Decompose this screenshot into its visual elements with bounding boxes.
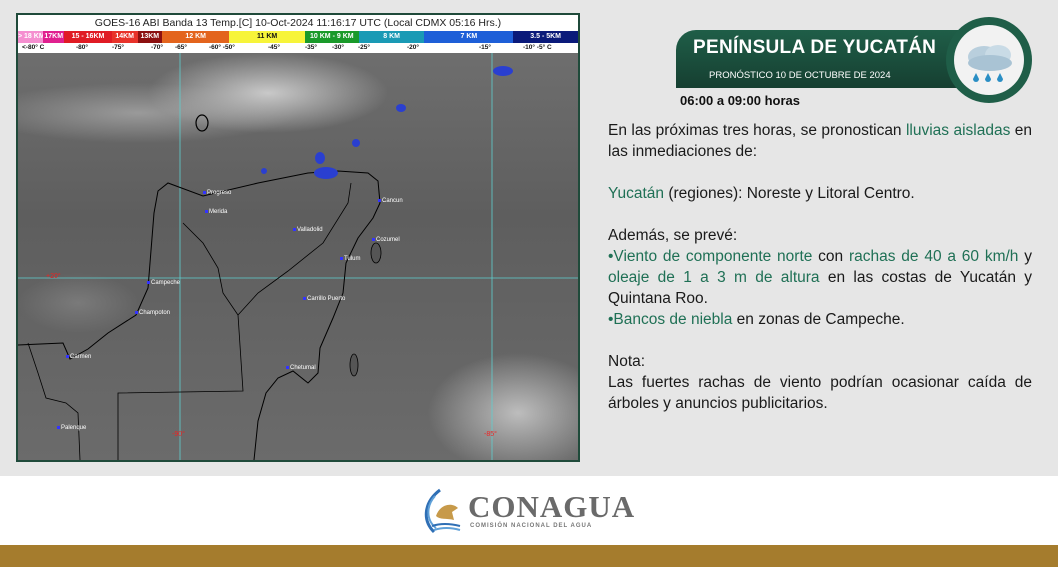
temperature-tick: -30° <box>332 44 344 51</box>
forecast-hours: 06:00 a 09:00 horas <box>680 93 800 108</box>
scale-segment: 7 KM <box>424 31 514 43</box>
highlight: oleaje de 1 a 3 m de altura <box>608 269 820 286</box>
scale-segment: 3.5 - 5KM <box>513 31 578 43</box>
forecast-date: PRONÓSTICO 10 DE OCTUBRE DE 2024 <box>709 70 891 81</box>
scale-segment: 14KM <box>111 31 138 43</box>
scale-segment: > 18 KM <box>18 31 44 43</box>
temperature-tick: -60° -50° <box>209 44 235 51</box>
city-label: Merida <box>205 209 227 215</box>
altitude-scale: > 18 KM 17KM 15 - 16KM 14KM 13KM 12 KM 11 KM 10… <box>18 31 578 43</box>
scale-segment: 11 KM <box>229 31 305 43</box>
note-label: Nota: <box>608 353 646 370</box>
scale-segment: 15 - 16KM <box>64 31 112 43</box>
temperature-tick: -20° <box>407 44 419 51</box>
footer-bar <box>0 545 1058 567</box>
latitude-label: +20° <box>46 273 61 280</box>
city-label: Cancun <box>378 198 403 204</box>
conagua-logo: CONAGUA COMISIÓN NACIONAL DEL AGUA <box>418 486 634 541</box>
temperature-tick: -45° <box>268 44 280 51</box>
temperature-tick: -80° <box>76 44 88 51</box>
note-text: Las fuertes rachas de viento podrían oca… <box>608 374 1032 412</box>
highlight: Yucatán <box>608 185 665 202</box>
text: (regiones): Noreste y Litoral Centro. <box>664 185 915 202</box>
scale-segment: 8 KM <box>358 31 425 43</box>
coastline-overlay <box>18 53 578 460</box>
temperature-scale: <-80° C -80° -75° -70° -65° -60° -50° -45° -35°… <box>18 43 578 53</box>
city-label: Tulum <box>340 256 360 262</box>
city-label: Campeche <box>147 280 180 286</box>
logo-subtitle: COMISIÓN NACIONAL DEL AGUA <box>470 523 593 529</box>
longitude-label: -90° <box>172 431 185 438</box>
footer <box>0 476 1058 545</box>
city-label: Progreso <box>203 190 231 196</box>
highlight: •Viento de componente norte <box>608 248 813 265</box>
city-label: Champoton <box>135 310 170 316</box>
forecast-text: En las próximas tres horas, se pronostic… <box>608 120 1032 414</box>
temperature-tick: -75° <box>112 44 124 51</box>
longitude-label: -85° <box>484 431 497 438</box>
city-label: Valladolid <box>293 227 323 233</box>
temperature-tick: -15° <box>479 44 491 51</box>
cloud-rain-icon <box>968 45 1012 82</box>
region-banner: PENÍNSULA DE YUCATÁN PRONÓSTICO 10 DE OC… <box>676 30 976 88</box>
temperature-tick: -65° <box>175 44 187 51</box>
temperature-tick: -35° <box>305 44 317 51</box>
region-title: PENÍNSULA DE YUCATÁN <box>693 37 937 58</box>
text: En las próximas tres horas, se pronostic… <box>608 122 906 139</box>
city-label: Chetumal <box>286 365 316 371</box>
highlight: •Bancos de niebla <box>608 311 733 328</box>
scale-segment: 12 KM <box>161 31 230 43</box>
highlight: lluvias aisladas <box>905 122 1011 139</box>
satellite-image: Progreso Merida Valladolid Cancun Cozume… <box>18 53 578 460</box>
scale-segment: 10 KM - 9 KM <box>304 31 359 43</box>
logo-name: CONAGUA <box>468 489 636 524</box>
text: en las costas de Yucatán y Quintana Roo. <box>608 269 1032 307</box>
weather-badge <box>946 17 1032 103</box>
map-title: GOES-16 ABI Banda 13 Temp.[C] 10-Oct-202… <box>18 15 578 31</box>
scale-segment: 13KM <box>137 31 162 43</box>
city-label: Cozumel <box>372 237 400 243</box>
temperature-tick: <-80° C <box>22 44 45 51</box>
city-label: Carrillo Puerto <box>303 296 345 302</box>
text: y <box>1018 248 1032 265</box>
temperature-tick: -70° <box>151 44 163 51</box>
text: en zonas de Campeche. <box>732 311 905 328</box>
city-label: Carmen <box>66 354 91 360</box>
text: en las inmediaciones de: <box>608 122 1032 160</box>
satellite-map: GOES-16 ABI Banda 13 Temp.[C] 10-Oct-202… <box>16 13 580 462</box>
temperature-tick: -10° -5° C <box>523 44 552 51</box>
scale-segment: 17KM <box>43 31 65 43</box>
conagua-emblem-icon <box>424 488 461 534</box>
highlight: rachas de 40 a 60 km/h <box>848 248 1019 265</box>
city-label: Palenque <box>57 425 86 431</box>
text: Además, se prevé: <box>608 227 738 244</box>
temperature-tick: -25° <box>358 44 370 51</box>
text: con <box>812 248 849 265</box>
